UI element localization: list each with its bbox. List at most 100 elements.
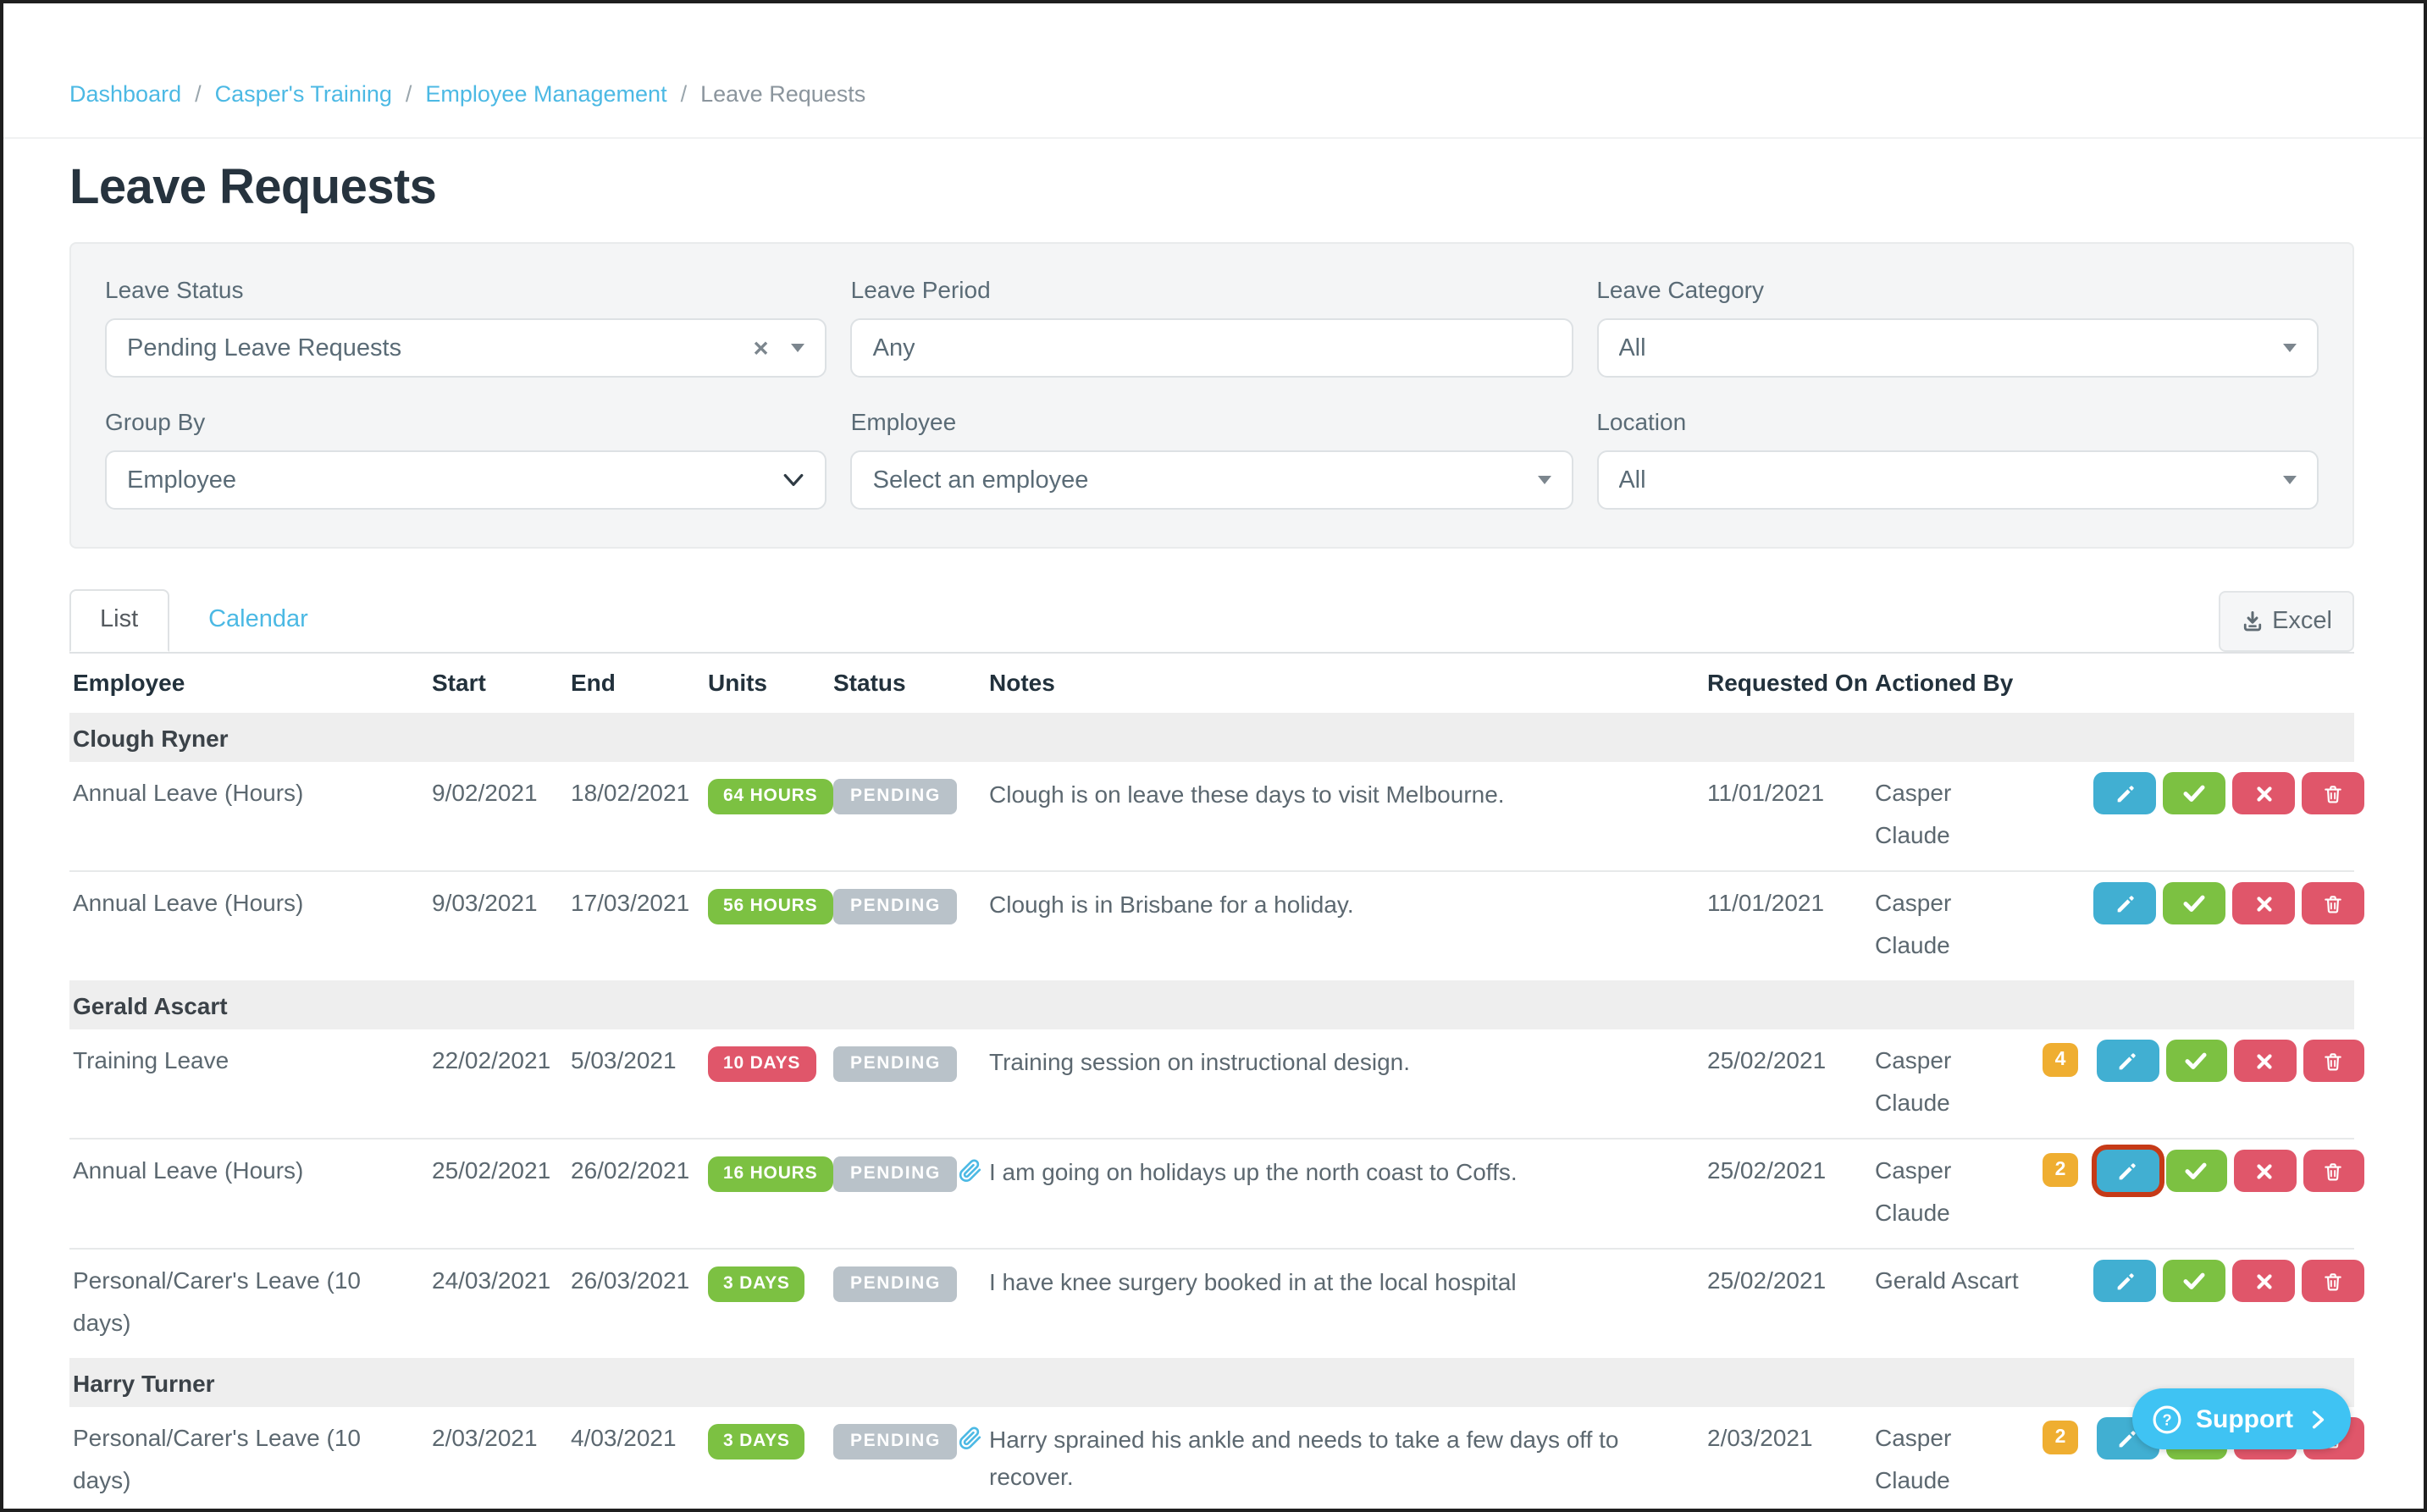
approve-button[interactable] — [2163, 1260, 2225, 1302]
support-button[interactable]: ? Support — [2131, 1388, 2351, 1449]
approve-button[interactable] — [2165, 1040, 2227, 1082]
chevron-down-icon — [2283, 476, 2297, 484]
row-actions — [2043, 1260, 2364, 1344]
delete-button[interactable] — [2302, 772, 2364, 814]
edit-button[interactable] — [2093, 882, 2156, 924]
breadcrumb: Dashboard / Casper's Training / Employee… — [69, 81, 2424, 107]
decline-button[interactable] — [2232, 772, 2295, 814]
chevron-down-icon — [1537, 476, 1551, 484]
tab-list[interactable]: List — [69, 589, 169, 652]
approve-button[interactable] — [2163, 882, 2225, 924]
requested-on-cell: 11/01/2021 — [1707, 779, 1825, 806]
trash-icon — [2325, 1272, 2341, 1290]
status-cell: PENDING — [833, 1260, 958, 1344]
location-select[interactable]: All — [1596, 450, 2319, 510]
delete-button[interactable] — [2302, 1260, 2364, 1302]
leave-status-select[interactable]: Pending Leave Requests ✕ — [105, 318, 827, 378]
units-badge: 3 DAYS — [708, 1266, 805, 1302]
svg-text:?: ? — [2161, 1411, 2170, 1428]
approve-button[interactable] — [2165, 1150, 2227, 1192]
leave-type-cell: Personal/Carer's Leave (10 days) — [73, 1266, 361, 1336]
start-date-cell: 9/02/2021 — [432, 779, 538, 806]
leave-status-value: Pending Leave Requests — [127, 334, 402, 361]
location-value: All — [1618, 466, 1646, 494]
row-actions: 4 — [2043, 1040, 2364, 1124]
x-icon — [2256, 1273, 2271, 1289]
group-header-row: Gerald Ascart — [69, 980, 2354, 1029]
pencil-icon — [2116, 1272, 2133, 1289]
status-badge: PENDING — [833, 1156, 958, 1192]
x-icon — [2256, 896, 2271, 911]
leave-requests-table: Employee Start End Units Status Notes Re… — [69, 654, 2364, 1509]
approve-button[interactable] — [2163, 772, 2225, 814]
leave-category-select[interactable]: All — [1596, 318, 2319, 378]
breadcrumb-dashboard[interactable]: Dashboard — [69, 81, 182, 107]
attachment-indicator[interactable] — [957, 1426, 982, 1456]
tab-bar: List Calendar Excel — [69, 589, 2354, 654]
end-date-cell: 18/02/2021 — [571, 779, 690, 806]
group-name: Gerald Ascart — [73, 991, 228, 1018]
edit-button[interactable] — [2097, 1150, 2159, 1192]
note-cell: I have knee surgery booked in at the loc… — [989, 1267, 1517, 1294]
excel-export-button[interactable]: Excel — [2218, 591, 2354, 652]
employee-select[interactable]: Select an employee — [850, 450, 1573, 510]
group-header-row: Clough Ryner — [69, 713, 2354, 762]
attachment-cell — [957, 882, 989, 967]
start-date-cell: 24/03/2021 — [432, 1266, 551, 1294]
clear-icon[interactable]: ✕ — [752, 336, 770, 360]
breadcrumb-employee-management[interactable]: Employee Management — [425, 81, 667, 107]
location-label: Location — [1596, 408, 1687, 435]
leave-period-input[interactable]: Any — [850, 318, 1573, 378]
status-badge: PENDING — [833, 1424, 958, 1460]
start-date-cell: 9/03/2021 — [432, 889, 538, 916]
units-cell: 10 DAYS — [708, 1040, 833, 1124]
delete-button[interactable] — [2303, 1040, 2364, 1082]
units-cell: 3 DAYS — [708, 1260, 833, 1344]
tab-calendar[interactable]: Calendar — [208, 606, 308, 633]
end-date-cell: 17/03/2021 — [571, 889, 690, 916]
delete-button[interactable] — [2302, 882, 2364, 924]
breadcrumb-caspers-training[interactable]: Casper's Training — [214, 81, 392, 107]
trash-icon — [2325, 1162, 2342, 1180]
excel-button-label: Excel — [2272, 608, 2332, 635]
note-cell: Harry sprained his ankle and needs to ta… — [989, 1425, 1619, 1489]
top-bar: Dashboard / Casper's Training / Employee… — [3, 3, 2424, 139]
status-cell: PENDING — [833, 882, 958, 967]
units-badge: 10 DAYS — [708, 1046, 816, 1082]
employee-label: Employee — [850, 408, 957, 435]
attachment-cell — [957, 1417, 989, 1502]
group-header-row: Harry Turner — [69, 1358, 2354, 1407]
delete-button[interactable] — [2303, 1150, 2364, 1192]
breadcrumb-separator: / — [405, 81, 412, 107]
end-date-cell: 26/02/2021 — [571, 1156, 690, 1184]
status-cell: PENDING — [833, 1040, 958, 1124]
pending-count-badge: 2 — [2043, 1421, 2078, 1454]
breadcrumb-separator: / — [195, 81, 202, 107]
edit-button[interactable] — [2093, 772, 2156, 814]
edit-button[interactable] — [2097, 1040, 2159, 1082]
requested-on-cell: 2/03/2021 — [1707, 1424, 1813, 1451]
decline-button[interactable] — [2234, 1040, 2296, 1082]
status-badge: PENDING — [833, 1266, 958, 1302]
leave-category-label: Leave Category — [1596, 276, 1764, 303]
decline-button[interactable] — [2232, 1260, 2295, 1302]
chevron-right-icon — [2307, 1408, 2329, 1430]
check-icon — [2183, 785, 2205, 802]
check-icon — [2183, 1272, 2205, 1289]
leave-type-cell: Training Leave — [73, 1046, 229, 1073]
status-cell: PENDING — [833, 1150, 958, 1234]
attachment-indicator[interactable] — [957, 1159, 982, 1189]
edit-button[interactable] — [2093, 1260, 2156, 1302]
leave-request-row: Annual Leave (Hours) 9/03/2021 17/03/2021 5… — [69, 870, 2364, 980]
pending-count-badge: 4 — [2043, 1043, 2078, 1077]
units-cell: 64 HOURS — [708, 772, 833, 857]
decline-button[interactable] — [2232, 882, 2295, 924]
actioned-by-cell: Casper Claude — [1875, 889, 1952, 958]
status-cell: PENDING — [833, 1417, 958, 1502]
leave-status-label: Leave Status — [105, 276, 244, 303]
group-by-select[interactable]: Employee — [105, 450, 827, 510]
pencil-icon — [2120, 1430, 2137, 1447]
decline-button[interactable] — [2234, 1150, 2296, 1192]
column-header-status: Status — [833, 669, 906, 696]
